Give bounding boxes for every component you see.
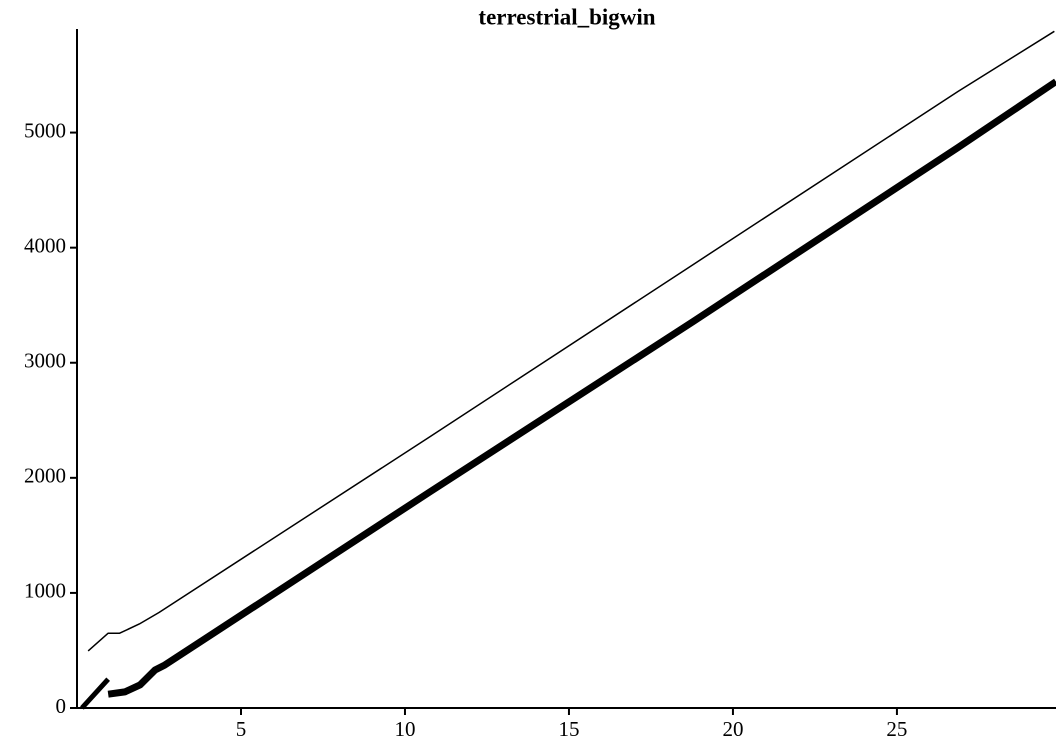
y-tick-label: 4000 [24,233,66,257]
y-tick-label: 5000 [24,118,66,142]
x-tick-label: 15 [558,717,579,741]
x-tick-label: 5 [236,717,247,741]
x-tick-label: 20 [722,717,743,741]
series-line [107,78,1056,698]
chart-title: terrestrial_bigwin [478,4,655,29]
series-line [80,677,111,710]
y-tick-label: 1000 [24,579,66,603]
x-tick-label: 25 [886,717,907,741]
y-tick-label: 3000 [24,349,66,373]
y-tick-label: 0 [56,694,67,718]
y-tick-label: 2000 [24,464,66,488]
series-line [87,30,1055,652]
x-tick-label: 10 [394,717,415,741]
